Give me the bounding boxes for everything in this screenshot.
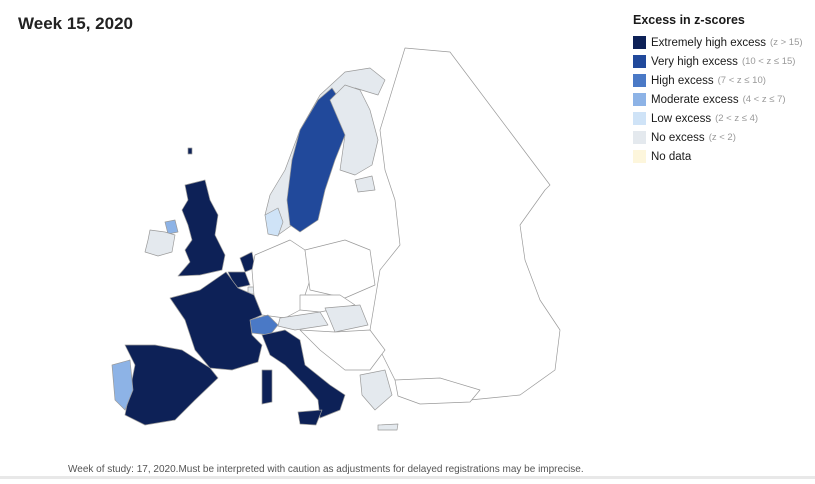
legend-swatch	[633, 131, 646, 144]
legend-label: Low excess	[651, 112, 712, 125]
region-italy	[261, 329, 346, 419]
region-finland	[329, 84, 379, 176]
legend-range: (4 < z ≤ 7)	[742, 94, 786, 105]
region-northern-ireland	[164, 219, 179, 235]
legend-label: Moderate excess	[651, 93, 739, 106]
region-turkey	[394, 377, 481, 405]
region-balkans	[299, 329, 386, 371]
region-portugal	[111, 359, 134, 411]
region-germany	[251, 239, 311, 319]
legend-label: Very high excess	[651, 55, 738, 68]
legend-label: High excess	[651, 74, 714, 87]
legend-swatch	[633, 74, 646, 87]
legend-range: (2 < z ≤ 4)	[715, 113, 759, 124]
region-crete	[377, 423, 399, 431]
legend-label: No data	[651, 150, 692, 163]
region-france	[169, 271, 263, 371]
legend-item-no-data[interactable]: No data	[633, 147, 813, 166]
region-russia	[369, 47, 561, 401]
legend-range: (z > 15)	[770, 37, 803, 48]
region-estonia	[354, 175, 376, 193]
legend-swatch	[633, 150, 646, 163]
legend-item-very-high[interactable]: Very high excess (10 < z ≤ 15)	[633, 52, 813, 71]
region-sicily	[297, 409, 323, 426]
legend-swatch	[633, 55, 646, 68]
region-denmark	[264, 207, 284, 237]
region-ireland	[144, 229, 176, 257]
region-sardinia	[261, 369, 273, 405]
region-faroe	[187, 147, 193, 155]
legend-swatch	[633, 112, 646, 125]
region-poland	[304, 239, 376, 299]
legend-title: Excess in z-scores	[633, 13, 745, 27]
legend-label: No excess	[651, 131, 705, 144]
legend-swatch	[633, 93, 646, 106]
map-title: Week 15, 2020	[18, 14, 133, 33]
bottom-divider	[0, 476, 815, 479]
footnote: Week of study: 17, 2020.Must be interpre…	[68, 464, 584, 475]
legend-item-no-excess[interactable]: No excess (z < 2)	[633, 128, 813, 147]
region-greece	[359, 369, 393, 411]
legend-item-low[interactable]: Low excess (2 < z ≤ 4)	[633, 109, 813, 128]
legend-label: Extremely high excess	[651, 36, 767, 49]
legend-item-high[interactable]: High excess (7 < z ≤ 10)	[633, 71, 813, 90]
legend-range: (7 < z ≤ 10)	[717, 75, 766, 86]
legend-swatch	[633, 36, 646, 49]
region-uk	[177, 179, 226, 277]
legend-range: (10 < z ≤ 15)	[741, 56, 796, 67]
legend: Excess in z-scores Extremely high excess…	[633, 13, 813, 166]
region-austria	[277, 311, 329, 331]
region-hungary	[324, 304, 369, 333]
legend-item-moderate[interactable]: Moderate excess (4 < z ≤ 7)	[633, 90, 813, 109]
legend-range: (z < 2)	[708, 132, 736, 143]
legend-item-extremely-high[interactable]: Extremely high excess (z > 15)	[633, 33, 813, 52]
